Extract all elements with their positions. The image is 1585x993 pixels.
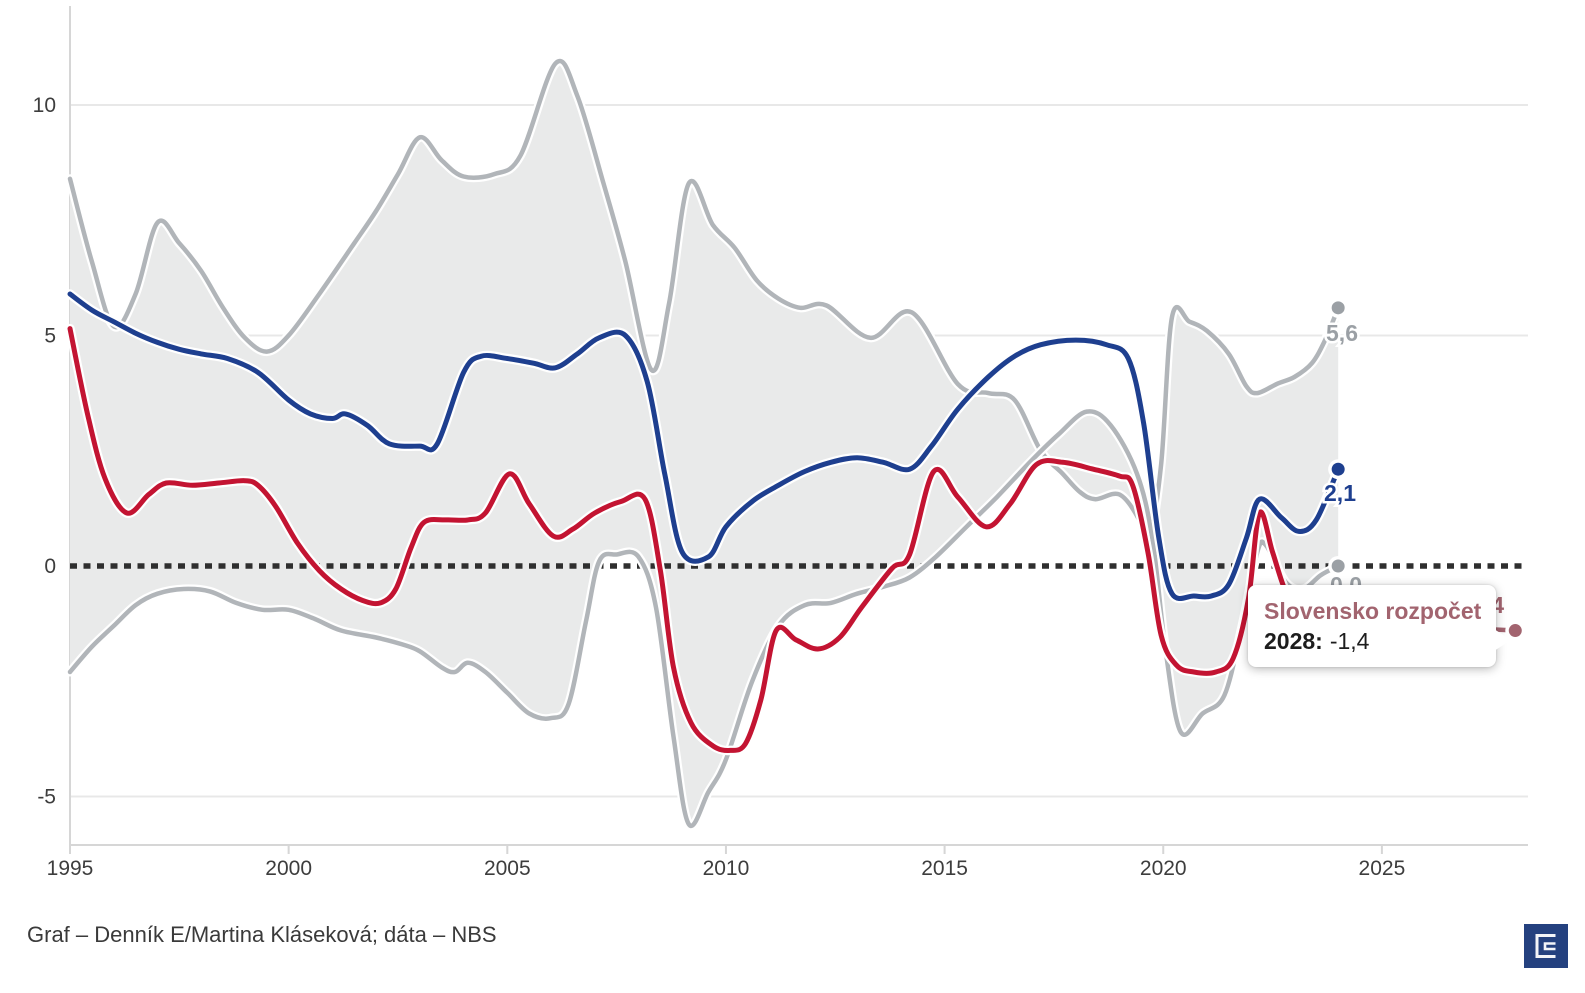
blue-line[interactable]: [67, 291, 1341, 602]
x-tick-label-2015: 2015: [921, 857, 968, 880]
blue-end-dot[interactable]: [1331, 462, 1345, 476]
range-upper-end-label: 5,6: [1326, 320, 1358, 346]
source-note: Graf – Denník E/Martina Kláseková; dáta …: [27, 922, 497, 947]
x-tick-label-2025: 2025: [1359, 857, 1406, 880]
x-tick-label-1995: 1995: [47, 857, 94, 880]
rozpocet-end-dot[interactable]: [1508, 624, 1522, 638]
tooltip-year-label: 2028:: [1264, 628, 1323, 654]
blue-end-label: 2,1: [1324, 480, 1356, 506]
tooltip-value-row: 2028: -1,4: [1264, 626, 1480, 657]
x-tick-label-2000: 2000: [265, 857, 312, 880]
x-tick-label-2010: 2010: [703, 857, 750, 880]
y-tick-label--5: -5: [37, 786, 56, 809]
range-lower-end-dot[interactable]: [1331, 559, 1345, 573]
tooltip: Slovensko rozpočet 2028: -1,4: [1248, 585, 1511, 667]
dennik-e-logo-icon: [1524, 924, 1568, 968]
x-tick-label-2020: 2020: [1140, 857, 1187, 880]
y-tick-label-10: 10: [33, 94, 56, 117]
tooltip-value: -1,4: [1329, 628, 1370, 654]
tooltip-series-name: Slovensko rozpočet: [1264, 598, 1482, 624]
tooltip-pointer-icon: [1494, 629, 1511, 651]
range-upper-end-dot[interactable]: [1331, 301, 1345, 315]
range-lower-line[interactable]: [67, 409, 1341, 829]
forecast-range-band: [70, 61, 1339, 826]
range-upper-line[interactable]: [67, 58, 1341, 552]
y-tick-label-5: 5: [44, 325, 56, 348]
x-tick-label-2005: 2005: [484, 857, 531, 880]
y-tick-label-0: 0: [44, 555, 56, 578]
slovensko-rozpocet-line[interactable]: [67, 326, 1302, 754]
